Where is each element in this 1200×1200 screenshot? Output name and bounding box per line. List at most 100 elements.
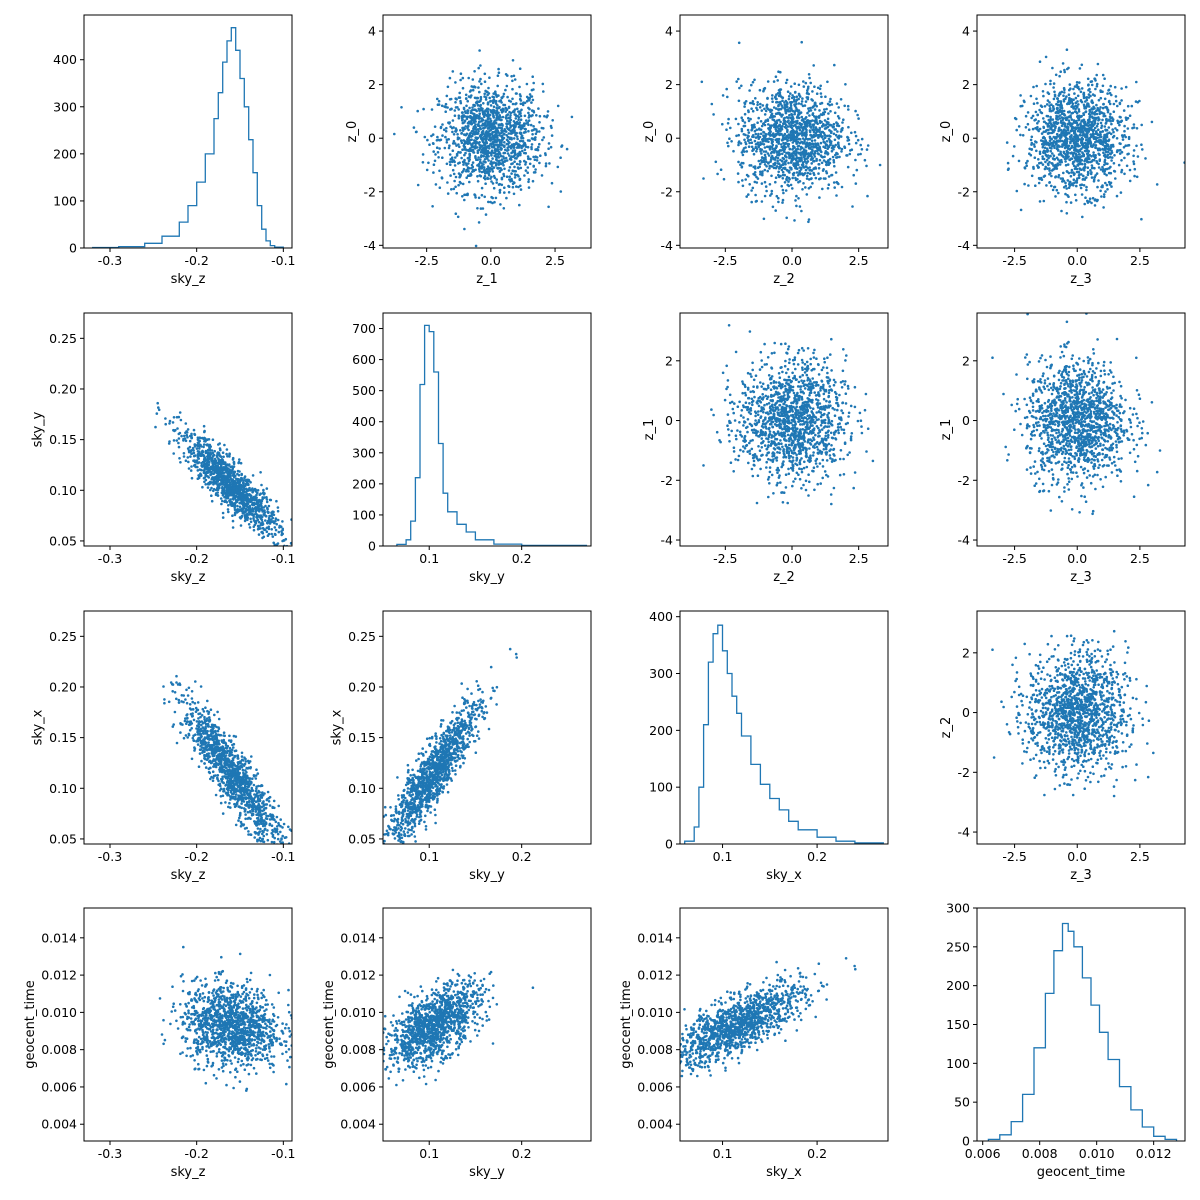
- scatter-point: [507, 185, 511, 188]
- scatter-point: [1068, 182, 1071, 186]
- scatter-point: [1140, 217, 1143, 221]
- scatter-point: [811, 112, 815, 115]
- scatter-point: [248, 526, 252, 529]
- scatter-point: [826, 147, 829, 150]
- scatter-point: [1029, 94, 1033, 98]
- scatter-point: [1060, 158, 1063, 162]
- scatter-point: [1060, 132, 1063, 136]
- scatter-point: [527, 119, 531, 122]
- scatter-point: [1080, 136, 1084, 140]
- scatter-point: [759, 141, 762, 144]
- scatter-point: [809, 151, 813, 154]
- scatter-point: [530, 109, 534, 112]
- scatter-point: [755, 142, 758, 146]
- scatter-point: [1046, 167, 1049, 170]
- scatter-point: [1050, 131, 1054, 135]
- scatter-point: [556, 104, 560, 108]
- scatter-point: [804, 150, 808, 153]
- scatter-point: [753, 171, 757, 174]
- scatter-point: [758, 88, 762, 92]
- scatter-point: [502, 136, 506, 140]
- scatter-point: [534, 136, 537, 139]
- scatter-point: [476, 104, 480, 107]
- scatter-point: [492, 105, 496, 109]
- scatter-point: [197, 457, 200, 460]
- scatter-point: [774, 127, 778, 131]
- scatter-point: [238, 458, 241, 461]
- scatter-point: [221, 451, 225, 455]
- scatter-point: [478, 80, 481, 83]
- scatter-point: [445, 141, 449, 144]
- x-tick-label: 0.0: [481, 253, 501, 268]
- scatter-point: [786, 90, 790, 93]
- scatter-point: [430, 134, 433, 138]
- scatter-point: [524, 163, 527, 166]
- scatter-point: [443, 146, 447, 150]
- scatter-point: [1049, 115, 1052, 119]
- scatter-point: [1065, 187, 1068, 190]
- scatter-point: [825, 144, 829, 147]
- scatter-point: [527, 129, 530, 133]
- scatter-point: [1048, 172, 1051, 176]
- scatter-point: [186, 435, 189, 439]
- scatter-point: [516, 137, 519, 141]
- scatter-point: [822, 138, 825, 141]
- scatter-point: [1054, 73, 1058, 77]
- scatter-point: [532, 88, 535, 91]
- scatter-point: [451, 70, 455, 73]
- scatter-point: [809, 81, 812, 85]
- scatter-point: [1085, 127, 1089, 131]
- scatter-point: [781, 125, 784, 128]
- scatter-point: [753, 180, 757, 184]
- scatter-point: [790, 96, 794, 100]
- scatter-point: [832, 122, 836, 126]
- scatter-point: [800, 140, 804, 144]
- scatter-point: [455, 191, 459, 195]
- scatter-point: [762, 130, 765, 134]
- scatter-point: [1043, 167, 1047, 171]
- scatter-point: [712, 113, 715, 116]
- scatter-point: [1128, 114, 1132, 117]
- scatter-point: [1060, 124, 1064, 128]
- scatter-point: [463, 227, 466, 231]
- scatter-point: [524, 145, 528, 149]
- scatter-point: [436, 97, 439, 101]
- scatter-point: [503, 132, 506, 136]
- scatter-point: [1097, 98, 1101, 102]
- scatter-point: [1025, 161, 1028, 165]
- scatter-point: [1084, 196, 1087, 199]
- scatter-point: [806, 144, 809, 147]
- scatter-point: [799, 159, 802, 163]
- scatter-point: [1082, 96, 1086, 100]
- scatter-point: [1086, 166, 1090, 169]
- histogram-step-line: [92, 27, 284, 248]
- scatter-point: [512, 137, 516, 140]
- scatter-point: [1136, 101, 1140, 104]
- scatter-point: [1036, 101, 1039, 105]
- scatter-point: [1035, 97, 1038, 101]
- scatter-point: [463, 143, 466, 146]
- scatter-point: [505, 125, 509, 128]
- scatter-point: [1092, 178, 1096, 181]
- scatter-point: [1090, 126, 1093, 130]
- scatter-point: [1132, 149, 1136, 152]
- scatter-point: [798, 138, 802, 141]
- scatter-point: [1051, 118, 1055, 121]
- scatter-point: [1054, 195, 1057, 198]
- scatter-point: [757, 143, 760, 147]
- scatter-point: [762, 159, 765, 162]
- scatter-point: [497, 116, 501, 119]
- scatter-point: [460, 156, 463, 160]
- scatter-point: [1124, 116, 1128, 119]
- scatter-point: [455, 154, 459, 157]
- scatter-point: [770, 112, 774, 116]
- scatter-point: [1096, 185, 1099, 189]
- scatter-point: [749, 101, 752, 105]
- scatter-point: [776, 119, 779, 122]
- y-tick-label: 0: [69, 241, 77, 256]
- scatter-point: [1042, 199, 1046, 203]
- scatter-point: [789, 136, 792, 139]
- scatter-point: [756, 103, 759, 107]
- scatter-point: [762, 150, 766, 153]
- scatter-point: [756, 121, 759, 124]
